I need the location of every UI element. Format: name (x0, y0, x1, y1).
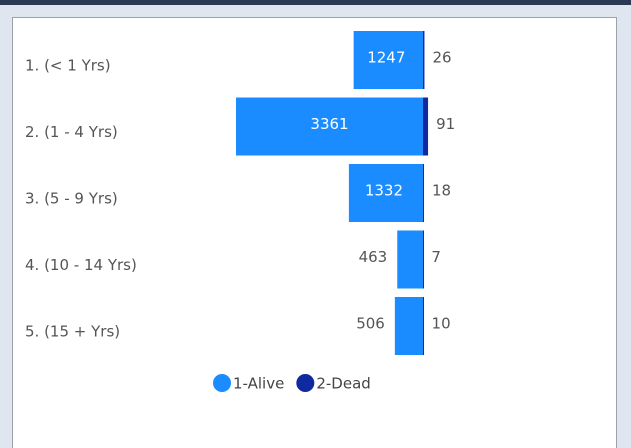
legend-label: 1-Alive (233, 375, 284, 393)
legend-swatch (213, 374, 231, 392)
bar (423, 97, 429, 156)
value-label: 1332 (365, 182, 403, 200)
legend-label: 2-Dead (316, 375, 370, 393)
value-label: 1247 (367, 49, 405, 67)
bar (397, 230, 423, 289)
category-label: 1. (< 1 Yrs) (25, 57, 111, 75)
bar (423, 230, 424, 289)
value-label: 18 (432, 182, 451, 200)
bar (348, 164, 423, 222)
bar (236, 97, 423, 156)
value-label: 91 (436, 115, 455, 133)
category-label: 2. (1 - 4 Yrs) (25, 123, 118, 141)
value-label: 463 (359, 248, 388, 266)
category-label: 3. (5 - 9 Yrs) (25, 190, 118, 208)
legend-swatch (296, 374, 315, 392)
value-label: 3361 (310, 115, 348, 133)
bar (353, 31, 423, 89)
panel (12, 17, 617, 448)
bar (394, 297, 423, 355)
value-label: 10 (432, 315, 451, 333)
top-border (0, 0, 631, 5)
bar (423, 31, 425, 89)
value-label: 506 (356, 315, 385, 333)
value-label: 7 (431, 248, 441, 266)
category-label: 4. (10 - 14 Yrs) (25, 256, 137, 274)
bar (423, 297, 424, 355)
bar (423, 164, 425, 222)
value-label: 26 (432, 49, 451, 67)
category-label: 5. (15 + Yrs) (25, 323, 120, 341)
